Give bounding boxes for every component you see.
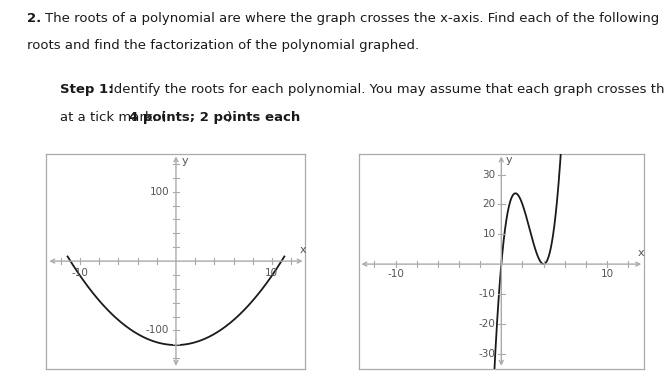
Text: The roots of a polynomial are where the graph crosses the x-axis. Find each of t: The roots of a polynomial are where the … xyxy=(45,12,664,25)
Text: 10: 10 xyxy=(482,229,495,239)
Text: Identify the roots for each polynomial. You may assume that each graph crosses t: Identify the roots for each polynomial. … xyxy=(110,83,664,96)
Text: 10: 10 xyxy=(266,268,278,278)
Text: -30: -30 xyxy=(479,349,495,359)
Text: x: x xyxy=(299,245,306,255)
Text: -20: -20 xyxy=(479,319,495,329)
Text: y: y xyxy=(506,155,513,165)
Text: 2.: 2. xyxy=(27,12,41,25)
Text: -10: -10 xyxy=(72,268,88,278)
Text: -10: -10 xyxy=(479,289,495,299)
Text: at a tick mark. (: at a tick mark. ( xyxy=(60,111,166,124)
Text: 4 points; 2 points each: 4 points; 2 points each xyxy=(129,111,300,124)
Text: roots and find the factorization of the polynomial graphed.: roots and find the factorization of the … xyxy=(27,39,419,52)
Text: 20: 20 xyxy=(482,199,495,209)
Text: x: x xyxy=(637,248,644,258)
Text: y: y xyxy=(182,156,189,166)
Text: Step 1:: Step 1: xyxy=(60,83,114,96)
Text: -100: -100 xyxy=(146,326,169,336)
Text: ): ) xyxy=(227,111,232,124)
Text: 30: 30 xyxy=(482,169,495,179)
Text: 100: 100 xyxy=(149,187,169,197)
Text: 10: 10 xyxy=(600,270,614,280)
Text: -10: -10 xyxy=(387,270,404,280)
